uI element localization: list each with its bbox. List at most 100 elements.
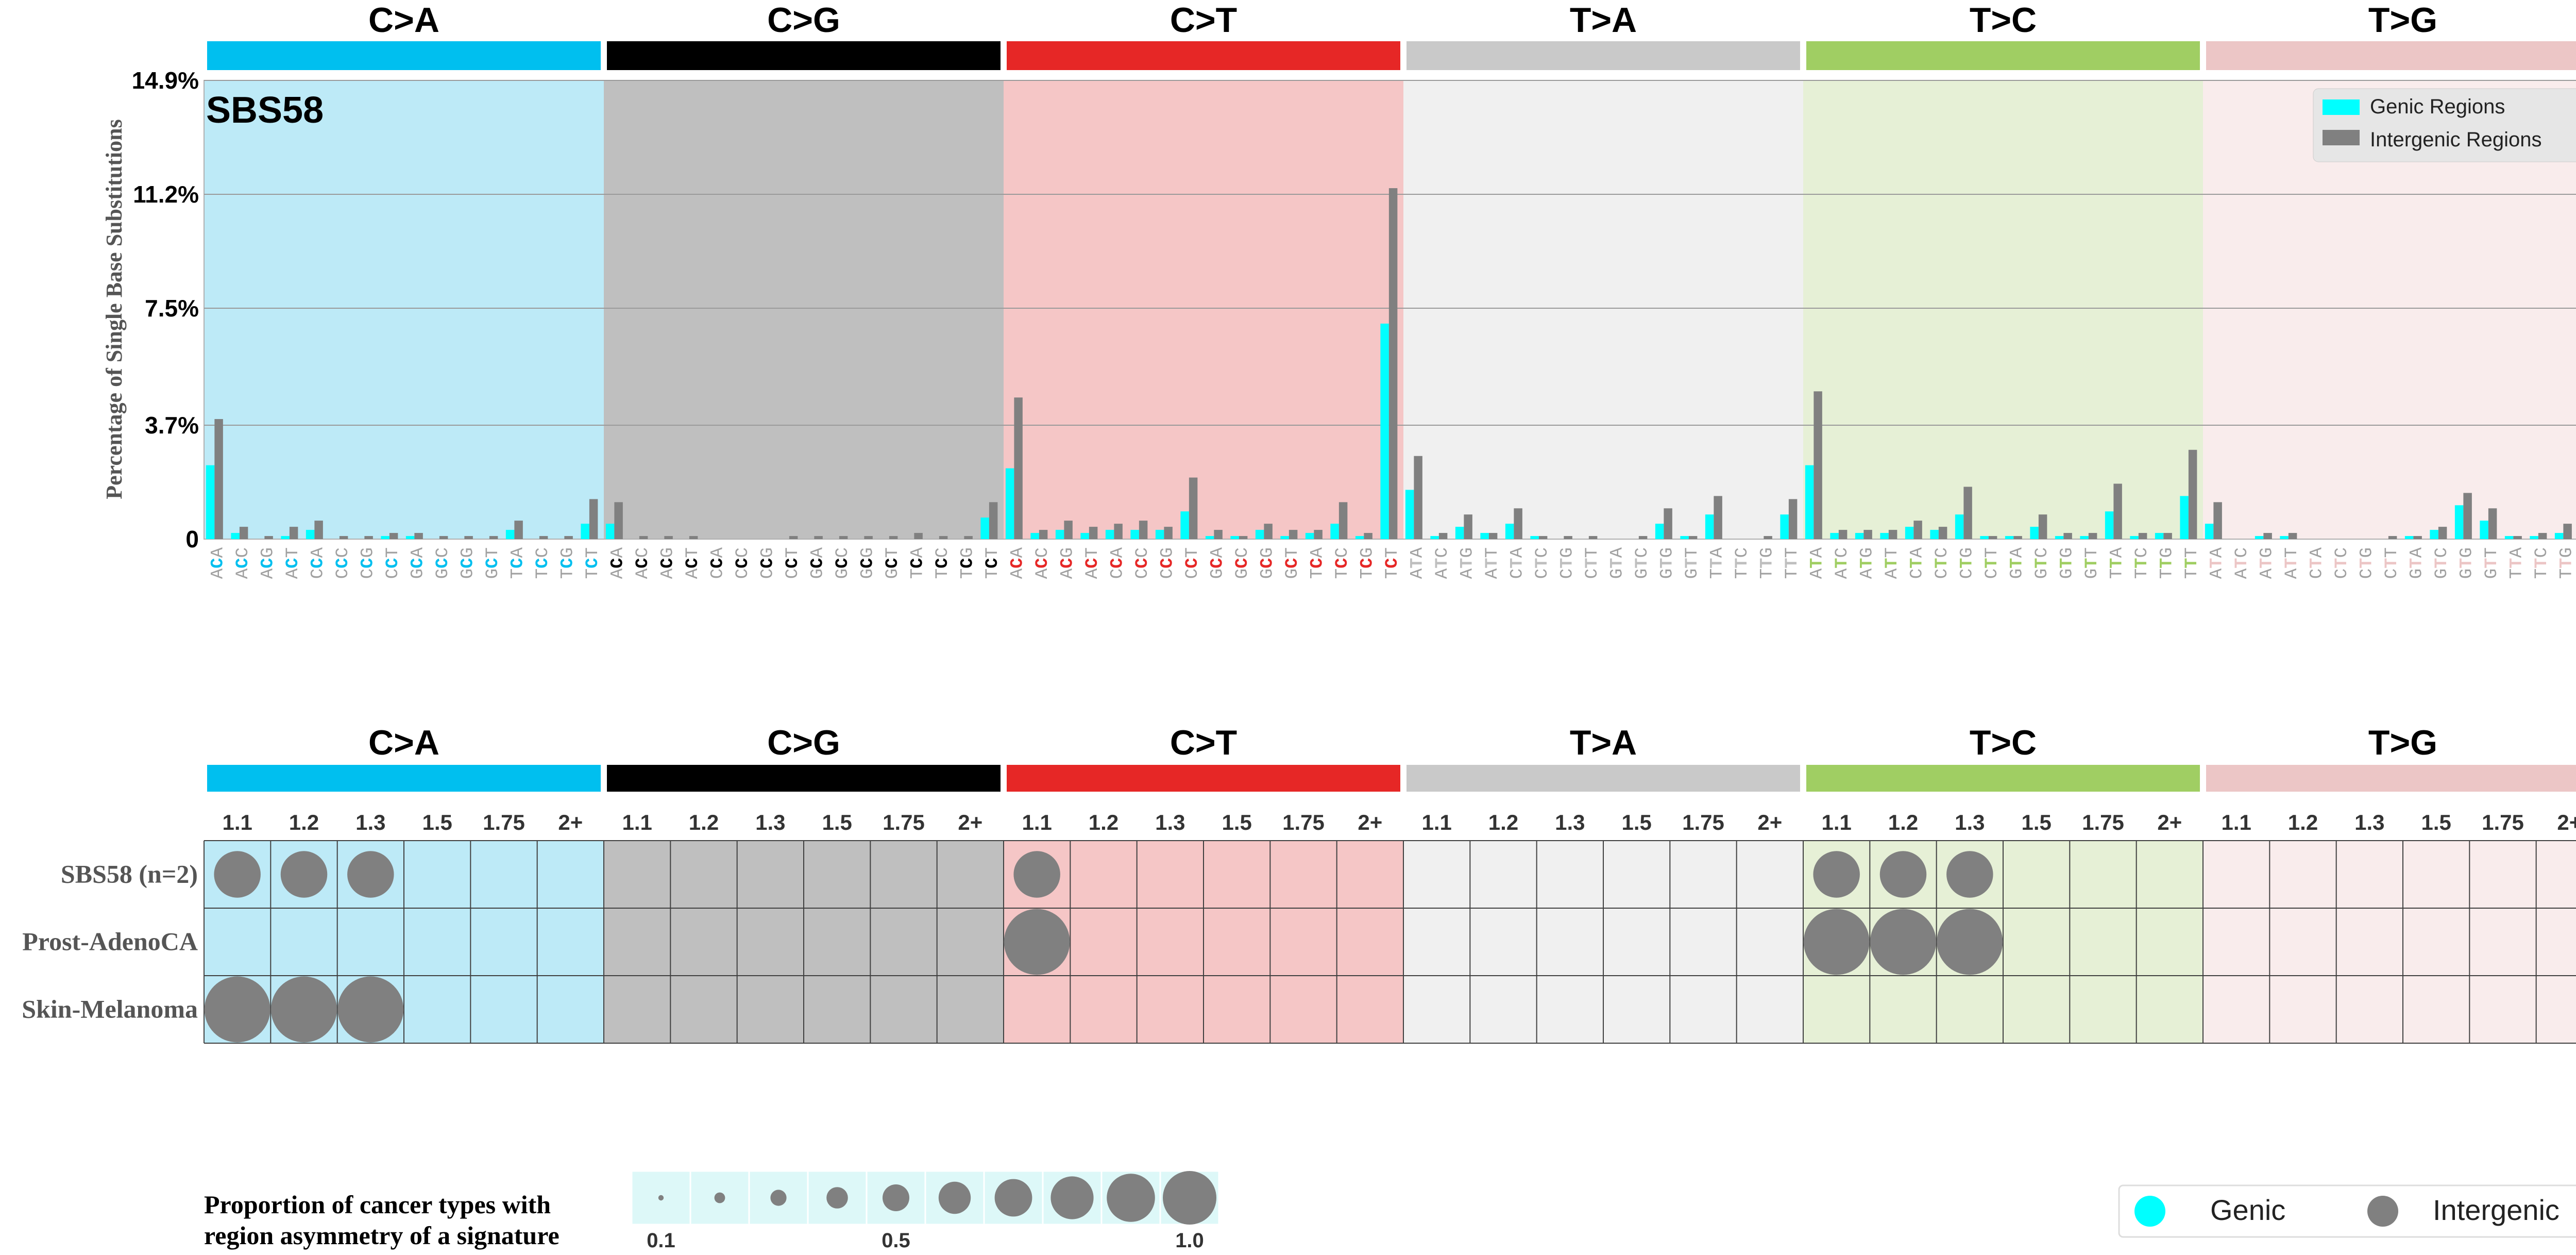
column-label-0-5: 2+ xyxy=(558,810,583,834)
bar-intergenic-19 xyxy=(689,536,698,539)
bar-genic-74 xyxy=(2055,536,2064,539)
x-tick-label-29: TCC xyxy=(933,547,953,579)
bubble-header-label-1: C>G xyxy=(767,723,840,762)
bubble-6 xyxy=(1946,851,1993,898)
mutation-background-3 xyxy=(1403,80,1803,539)
bar-genic-32 xyxy=(1005,468,1014,539)
x-tick-label-1: ACC xyxy=(233,547,253,579)
bubble-5 xyxy=(1879,851,1927,898)
x-tick-label-89: GTC xyxy=(2432,547,2452,579)
x-tick-label-75: GTT xyxy=(2082,547,2102,579)
bar-intergenic-40 xyxy=(1214,530,1223,539)
bar-intergenic-60 xyxy=(1714,496,1722,539)
column-label-3-1: 1.2 xyxy=(1488,810,1518,834)
bar-intergenic-54 xyxy=(1564,536,1572,539)
y-tick-label-4: 14.9% xyxy=(132,67,199,94)
x-tick-label-83: ATT xyxy=(2282,547,2302,579)
x-tick-label-41: GCC xyxy=(1233,547,1252,579)
x-tick-label-93: TTC xyxy=(2532,547,2552,579)
row-labels: SBS58 (n=2) Prost-AdenoCA Skin-Melanoma xyxy=(22,860,198,1024)
bar-intergenic-92 xyxy=(2513,536,2522,539)
mutation-type-headers: C>A C>G C>T T>A T>C T>G xyxy=(207,723,2576,792)
column-label-4-0: 1.1 xyxy=(1821,810,1851,834)
bar-intergenic-26 xyxy=(864,536,873,539)
column-label-4-1: 1.2 xyxy=(1888,810,1918,834)
bubble-header-bar-3 xyxy=(1406,765,1800,792)
bar-intergenic-1 xyxy=(239,527,248,539)
x-tick-label-44: TCA xyxy=(1308,547,1327,579)
bubble-1 xyxy=(280,851,328,898)
column-label-2-1: 1.2 xyxy=(1089,810,1118,834)
x-tick-label-78: TTG xyxy=(2157,547,2177,579)
x-tick-label-2: ACG xyxy=(258,547,278,579)
bar-intergenic-66 xyxy=(1863,530,1872,539)
bar-intergenic-4 xyxy=(314,521,323,539)
x-tick-label-10: GCG xyxy=(458,547,478,579)
x-tick-label-34: ACG xyxy=(1058,547,1077,579)
column-label-3-3: 1.5 xyxy=(1621,810,1651,834)
x-tick-label-40: GCA xyxy=(1208,547,1227,579)
x-tick-label-45: TCC xyxy=(1333,547,1352,579)
x-tick-label-51: ATT xyxy=(1483,547,1502,579)
mutation-header-bar-0 xyxy=(207,41,601,70)
x-tick-label-17: ACC xyxy=(633,547,653,579)
x-tick-label-9: GCC xyxy=(433,547,453,579)
x-tick-label-61: TTC xyxy=(1733,547,1752,579)
bubble-4 xyxy=(1813,851,1860,898)
bar-intergenic-8 xyxy=(414,533,423,539)
bar-intergenic-82 xyxy=(2263,533,2272,539)
column-label-5-5: 2+ xyxy=(2557,810,2576,834)
bar-intergenic-91 xyxy=(2488,508,2497,539)
bubbles xyxy=(204,851,2003,1043)
column-label-1-4: 1.75 xyxy=(883,810,925,834)
column-label-5-3: 1.5 xyxy=(2421,810,2451,834)
bar-intergenic-65 xyxy=(1838,530,1848,539)
bar-genic-70 xyxy=(1955,514,1964,539)
bar-intergenic-12 xyxy=(514,521,523,539)
bubble-2 xyxy=(347,851,394,898)
bar-genic-65 xyxy=(1830,533,1839,539)
mutation-header-bar-5 xyxy=(2206,41,2576,70)
y-tick-label-2: 7.5% xyxy=(145,295,199,322)
bar-genic-1 xyxy=(231,533,240,539)
bar-intergenic-87 xyxy=(2388,536,2397,539)
x-tick-label-43: GCT xyxy=(1283,547,1302,579)
bar-intergenic-10 xyxy=(464,536,473,539)
bar-intergenic-5 xyxy=(339,536,348,539)
bar-intergenic-41 xyxy=(1239,536,1248,539)
column-label-3-2: 1.3 xyxy=(1555,810,1585,834)
bubble-header-label-5: T>G xyxy=(2368,723,2437,762)
x-tick-label-67: ATT xyxy=(1883,547,1902,579)
bar-genic-44 xyxy=(1305,533,1314,539)
column-label-1-1: 1.2 xyxy=(689,810,719,834)
bar-genic-88 xyxy=(2404,536,2414,539)
bar-genic-43 xyxy=(1280,536,1289,539)
bar-genic-80 xyxy=(2205,524,2214,539)
bar-intergenic-89 xyxy=(2438,527,2447,539)
column-label-1-3: 1.5 xyxy=(822,810,852,834)
x-tick-label-87: CTT xyxy=(2382,547,2402,579)
x-tick-label-55: CTT xyxy=(1583,547,1602,579)
column-label-5-4: 1.75 xyxy=(2482,810,2524,834)
bar-intergenic-37 xyxy=(1139,521,1148,539)
x-tick-label-80: ATA xyxy=(2207,547,2227,579)
x-tick-label-66: ATG xyxy=(1857,547,1877,579)
bar-intergenic-48 xyxy=(1414,456,1422,539)
bar-genic-7 xyxy=(381,536,389,539)
bar-intergenic-71 xyxy=(1988,536,1997,539)
color-legend-marker-intergenic xyxy=(2367,1196,2398,1227)
bar-intergenic-50 xyxy=(1464,514,1472,539)
column-label-2-2: 1.3 xyxy=(1155,810,1185,834)
bar-genic-63 xyxy=(1780,514,1789,539)
bar-genic-89 xyxy=(2430,530,2438,539)
asymmetry-bubble-panel: C>A C>G C>T T>A T>C T>G 1.1 1.2 1.3 1.5 1.75 2+ 1.1… xyxy=(22,723,2576,1044)
x-tick-label-7: CCT xyxy=(383,547,403,579)
bar-genic-82 xyxy=(2255,536,2264,539)
bar-intergenic-69 xyxy=(1938,527,1947,539)
mutation-header-label-4: T>C xyxy=(1970,1,2037,40)
bar-genic-33 xyxy=(1030,533,1039,539)
size-legend-bubble-1 xyxy=(714,1192,725,1203)
bar-genic-91 xyxy=(2480,521,2488,539)
column-label-0-1: 1.2 xyxy=(289,810,319,834)
bar-genic-72 xyxy=(2005,536,2014,539)
